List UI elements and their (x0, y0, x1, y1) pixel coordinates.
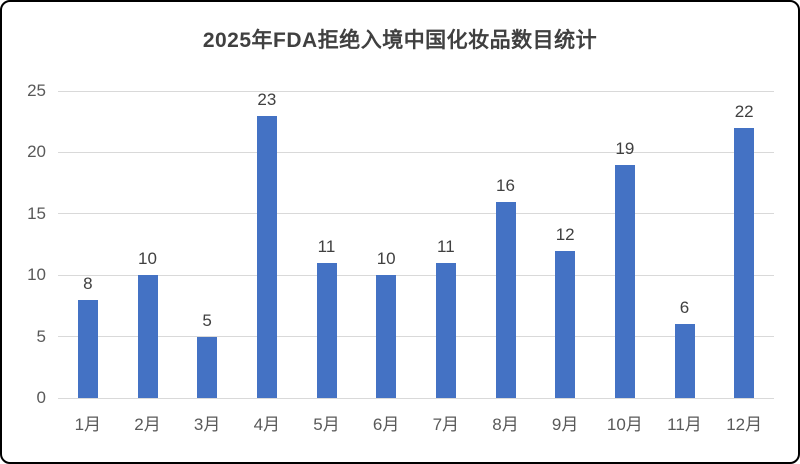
x-tick-label: 10月 (606, 415, 643, 434)
x-tick-label: 4月 (253, 415, 281, 434)
bar (555, 250, 576, 398)
gridline (58, 274, 774, 276)
x-tick-label: 5月 (313, 415, 340, 434)
y-tick-label: 10 (27, 265, 46, 285)
bar-value-label: 22 (734, 101, 754, 121)
bar-value-label: 10 (138, 249, 157, 269)
bar (376, 275, 397, 398)
x-tick-label: 11月 (667, 415, 702, 434)
x-tick-label: 8月 (492, 415, 519, 434)
y-tick-label: 20 (27, 142, 46, 162)
gridline (58, 213, 774, 215)
y-tick-label: 0 (36, 388, 46, 407)
bar-value-label: 12 (555, 224, 575, 244)
bar-value-label: 23 (257, 89, 277, 109)
bar-value-label: 6 (679, 298, 690, 318)
x-tick-label: 9月 (551, 415, 579, 434)
x-tick-label: 12月 (726, 415, 763, 434)
bar-value-label: 11 (317, 236, 336, 256)
y-tick-label: 15 (27, 203, 46, 223)
bar-value-label: 5 (202, 310, 212, 330)
bar (495, 201, 516, 398)
gridline (58, 336, 774, 338)
bar (316, 262, 337, 398)
x-tick-label: 1月 (74, 415, 102, 434)
bar-value-label: 16 (496, 175, 515, 195)
y-tick-label: 5 (36, 326, 46, 346)
bar (256, 115, 277, 398)
bar (77, 299, 98, 398)
chart-title: 2025年FDA拒绝入境中国化妆品数目统计 (202, 29, 598, 52)
bar (674, 324, 695, 398)
bar-value-label: 19 (615, 138, 635, 158)
x-tick-label: 7月 (432, 415, 460, 434)
x-tick-label: 2月 (134, 415, 161, 434)
x-tick-label: 6月 (372, 415, 400, 434)
y-tick-label: 25 (27, 81, 46, 100)
gridline (58, 90, 774, 92)
gridline (58, 397, 774, 399)
bar-value-label: 10 (376, 249, 396, 269)
x-tick-label: 3月 (193, 415, 221, 434)
bar (614, 164, 635, 398)
bar (137, 275, 158, 398)
gridline (58, 151, 774, 153)
bar (435, 262, 456, 398)
bar-value-label: 8 (83, 273, 93, 293)
bar-value-label: 11 (437, 236, 455, 256)
bar (734, 127, 755, 398)
bar (197, 336, 218, 398)
